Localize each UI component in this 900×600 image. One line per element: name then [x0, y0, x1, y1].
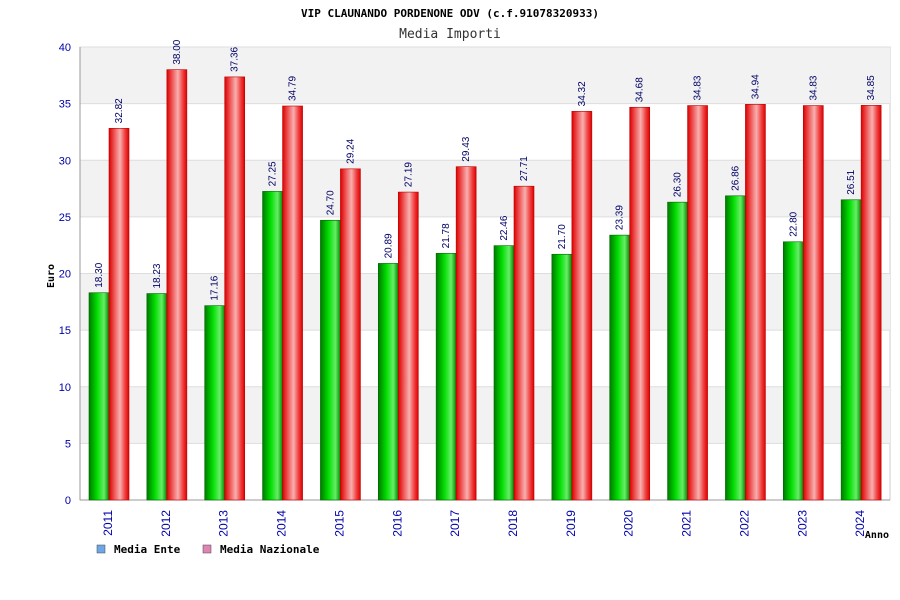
x-tick-label-2021: 2021: [680, 510, 694, 537]
x-tick-label-2024: 2024: [853, 510, 867, 537]
bar-media-ente-2014: [262, 191, 283, 501]
bar-media-nazionale-2016: [397, 191, 419, 501]
y-tick-label: 5: [65, 438, 71, 450]
x-tick-label-2015: 2015: [332, 510, 346, 537]
value-label-media-nazionale-2013: 37.36: [230, 46, 241, 71]
value-label-media-nazionale-2018: 27.71: [519, 156, 530, 181]
bar-media-ente-2012: [146, 293, 168, 501]
bar-media-nazionale-2012: [166, 69, 188, 501]
value-label-media-ente-2022: 26.86: [730, 165, 741, 190]
bar-media-nazionale-2022: [745, 104, 766, 501]
bar-media-nazionale-2024: [860, 105, 882, 501]
plot-band: [80, 47, 890, 104]
legend-label-media-nazionale: Media Nazionale: [220, 543, 320, 556]
x-axis-label: Anno: [865, 530, 889, 541]
value-label-media-ente-2014: 27.25: [268, 161, 279, 186]
value-label-media-nazionale-2020: 34.68: [635, 77, 646, 102]
value-label-media-ente-2024: 26.51: [846, 169, 857, 194]
value-label-media-ente-2021: 26.30: [673, 172, 684, 197]
x-tick-label-2020: 2020: [622, 510, 636, 537]
plot-band: [80, 386, 890, 444]
bar-media-ente-2019: [551, 253, 573, 501]
x-tick-label-2011: 2011: [101, 510, 115, 536]
bar-media-nazionale-2017: [455, 166, 477, 501]
legend-swatch-media-nazionale: [202, 544, 212, 554]
value-label-media-nazionale-2014: 34.79: [288, 76, 299, 101]
chart-subtitle: Media Importi: [399, 27, 501, 42]
value-label-media-ente-2016: 20.89: [383, 233, 394, 258]
value-label-media-ente-2023: 22.80: [788, 211, 799, 236]
x-tick-label-2016: 2016: [390, 510, 404, 537]
bar-media-nazionale-2018: [513, 185, 535, 501]
bar-media-nazionale-2015: [340, 168, 361, 501]
x-tick-label-2012: 2012: [159, 510, 173, 537]
value-label-media-nazionale-2021: 34.83: [693, 75, 704, 100]
x-tick-label-2023: 2023: [795, 510, 809, 537]
bars: [88, 69, 882, 501]
x-tick-label-2019: 2019: [564, 510, 578, 537]
bar-media-ente-2013: [204, 305, 226, 501]
bar-media-nazionale-2020: [629, 106, 651, 501]
value-label-media-ente-2018: 22.46: [499, 215, 510, 240]
bar-media-ente-2023: [782, 241, 804, 501]
x-tick-label-2013: 2013: [217, 510, 231, 537]
y-axis-ticks: 0 5 10 15 20 25 30 35 40: [59, 42, 71, 507]
bar-media-ente-2017: [435, 253, 457, 501]
value-label-media-ente-2019: 21.70: [557, 224, 568, 249]
value-label-media-ente-2012: 18.23: [152, 263, 163, 288]
value-label-media-nazionale-2015: 29.24: [345, 138, 356, 163]
value-label-media-nazionale-2016: 27.19: [403, 162, 414, 187]
value-label-media-nazionale-2011: 32.82: [114, 98, 125, 123]
bar-media-ente-2021: [667, 201, 688, 501]
value-label-media-nazionale-2023: 34.83: [808, 75, 819, 100]
bar-media-nazionale-2013: [224, 76, 246, 501]
legend: Media Ente Media Nazionale: [96, 543, 320, 556]
value-label-media-ente-2013: 17.16: [210, 275, 221, 300]
bar-media-ente-2024: [840, 199, 862, 501]
y-axis-label: Euro: [46, 264, 57, 288]
y-tick-label: 20: [59, 269, 71, 281]
bar-media-ente-2015: [320, 219, 341, 501]
value-label-media-nazionale-2017: 29.43: [461, 136, 472, 161]
x-tick-label-2022: 2022: [737, 510, 751, 537]
y-tick-label: 10: [59, 382, 71, 394]
bar-media-ente-2018: [493, 245, 515, 501]
y-tick-label: 0: [65, 495, 71, 507]
x-tick-label-2014: 2014: [275, 510, 289, 537]
bar-media-nazionale-2021: [687, 105, 708, 501]
bar-media-ente-2011: [88, 292, 110, 501]
bar-media-nazionale-2014: [282, 105, 303, 501]
y-tick-label: 40: [59, 42, 71, 54]
value-label-media-nazionale-2022: 34.94: [750, 74, 761, 99]
x-tick-label-2018: 2018: [506, 510, 520, 537]
value-label-media-ente-2017: 21.78: [441, 223, 452, 248]
bar-media-ente-2016: [377, 263, 399, 501]
plot-band: [80, 160, 890, 217]
bar-media-ente-2022: [725, 195, 746, 501]
value-label-media-nazionale-2024: 34.85: [866, 75, 877, 100]
value-labels: 18.30 32.82 18.23 38.00 17.16 37.36 27.25 34.79…: [94, 39, 877, 300]
chart-title: VIP CLAUNANDO PORDENONE ODV (c.f.9107832…: [301, 7, 599, 20]
y-tick-label: 35: [59, 99, 71, 111]
y-tick-label: 30: [59, 155, 71, 167]
plot-band: [80, 273, 890, 331]
x-axis-ticks: 2011 2012 2013 2014 2015 2016 2017 2018 2019 2020…: [101, 510, 867, 537]
y-tick-label: 25: [59, 212, 71, 224]
legend-swatch-media-ente: [96, 544, 106, 554]
bar-media-nazionale-2011: [108, 128, 130, 501]
y-tick-label: 15: [59, 325, 71, 337]
bar-media-ente-2020: [609, 234, 631, 501]
bar-media-nazionale-2019: [571, 111, 593, 501]
x-tick-label-2017: 2017: [448, 510, 462, 537]
value-label-media-ente-2020: 23.39: [615, 205, 626, 230]
value-label-media-nazionale-2019: 34.32: [577, 81, 588, 106]
value-label-media-ente-2015: 24.70: [325, 190, 336, 215]
legend-label-media-ente: Media Ente: [114, 543, 181, 556]
bar-media-nazionale-2023: [802, 105, 824, 501]
value-label-media-ente-2011: 18.30: [94, 262, 105, 287]
value-label-media-nazionale-2012: 38.00: [172, 39, 183, 64]
